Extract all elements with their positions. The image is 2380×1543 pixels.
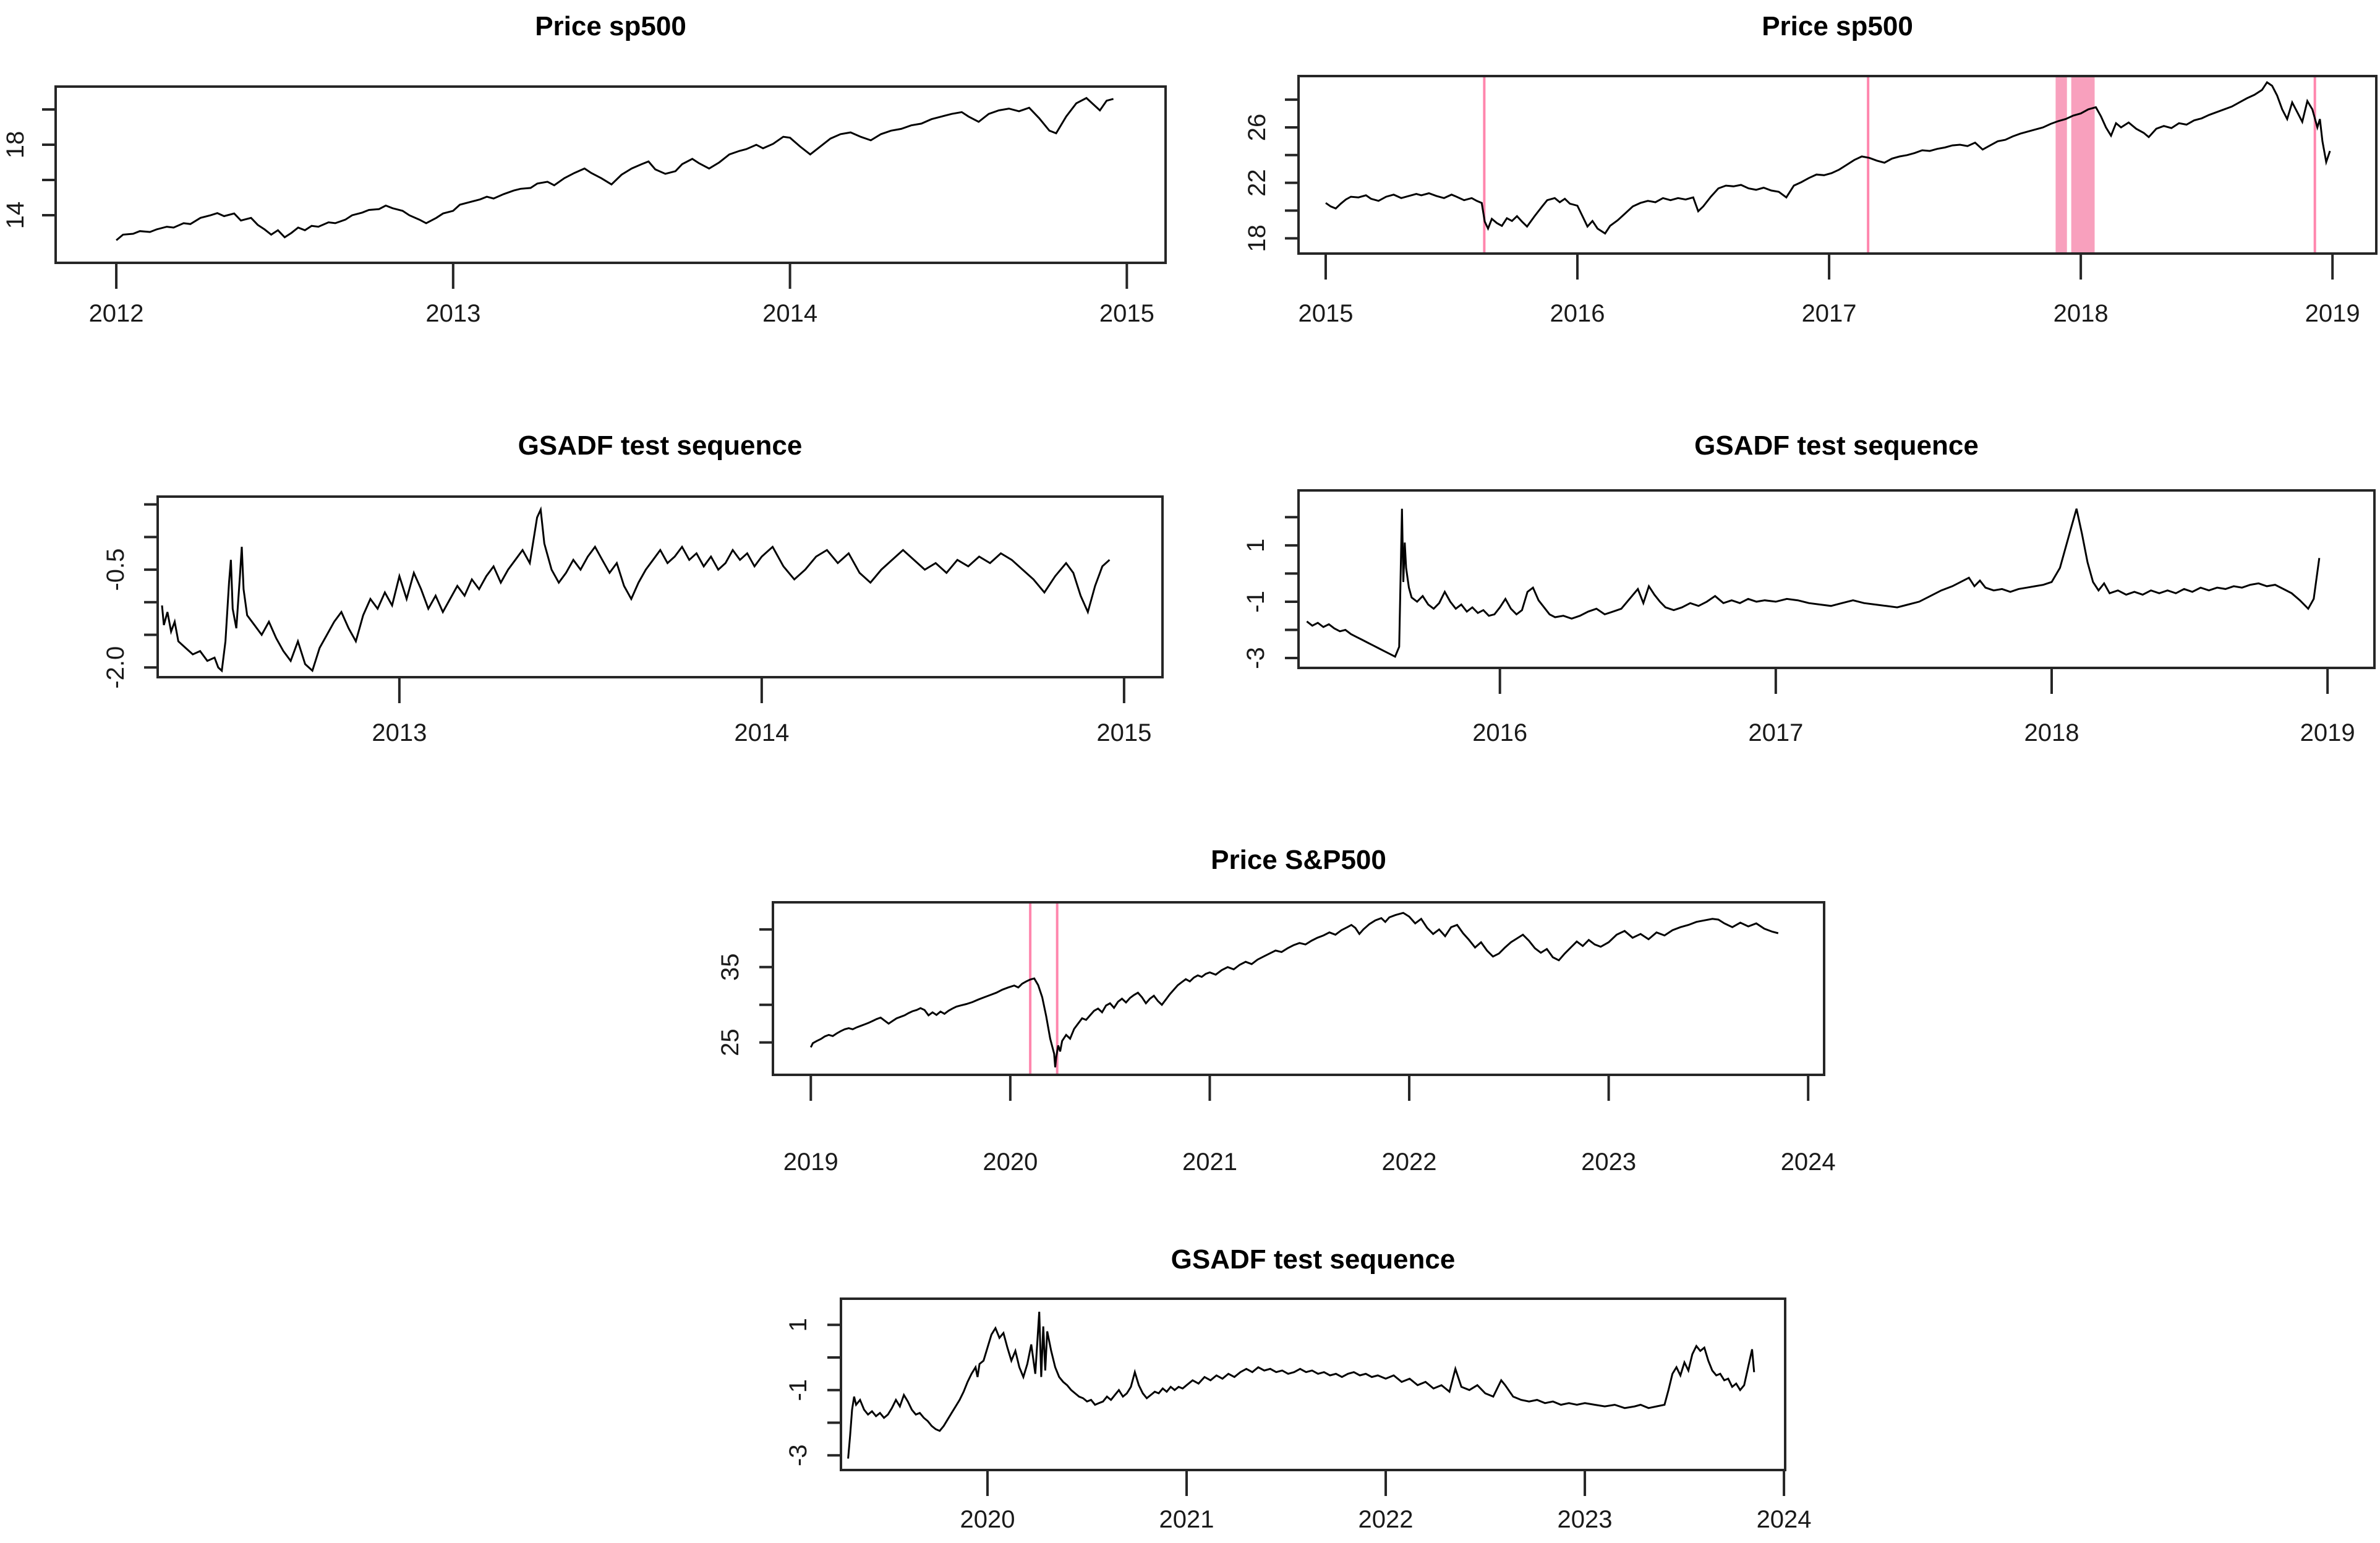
plot-box: [1297, 489, 2376, 669]
y-tick-label: 14: [2, 202, 29, 229]
y-tick-label: -3: [1242, 647, 1269, 669]
y-tick-label: 35: [717, 954, 744, 981]
y-tick-label: 22: [1243, 169, 1271, 197]
x-tick-label: 2024: [1781, 1148, 1836, 1176]
y-tick-label: -1: [1242, 591, 1269, 613]
x-tick-label: 2015: [1099, 300, 1154, 327]
price-sp500-2015-2019-series-line: [1325, 81, 2331, 235]
y-tick-label: 26: [1243, 114, 1271, 142]
x-tick-label: 2013: [425, 300, 480, 327]
plot-box: [840, 1297, 1786, 1471]
x-tick-label: 2020: [983, 1148, 1038, 1176]
x-tick-label: 2018: [2024, 719, 2079, 746]
price-sp500-2019-2024-series-line: [809, 912, 1779, 1067]
x-tick-label: 2013: [372, 719, 427, 746]
gsadf-2012-2015-series-line: [161, 506, 1111, 673]
y-tick-label: 18: [2, 131, 29, 158]
x-tick-label: 2016: [1550, 300, 1605, 327]
x-tick-label: 2015: [1298, 300, 1353, 327]
x-tick-label: 2014: [734, 719, 789, 746]
x-tick-label: 2019: [2300, 719, 2355, 746]
x-tick-label: 2023: [1558, 1506, 1613, 1533]
gsadf-2015-2019-series-line: [1306, 508, 2321, 658]
plot-box: [156, 495, 1164, 678]
x-tick-label: 2014: [762, 300, 817, 327]
x-tick-label: 2024: [1757, 1506, 1812, 1533]
y-tick-label: 25: [717, 1028, 744, 1056]
chart-title-price-sp500-2015-2019: Price sp500: [1762, 11, 1913, 41]
x-tick-label: 2019: [2305, 300, 2360, 327]
chart-title-price-sp500-2012-2015: Price sp500: [535, 11, 686, 41]
bubble-band: [2071, 76, 2095, 254]
y-tick-label: -3: [785, 1444, 812, 1466]
y-tick-label: -0.5: [102, 549, 129, 591]
x-tick-label: 2017: [1802, 300, 1857, 327]
y-tick-label: 1: [1242, 539, 1269, 552]
x-tick-label: 2018: [2054, 300, 2109, 327]
bubble-band: [2055, 76, 2067, 254]
x-tick-label: 2022: [1382, 1148, 1437, 1176]
y-tick-label: -1: [785, 1379, 812, 1401]
plot-box: [1297, 75, 2378, 255]
chart-title-gsadf-2015-2019: GSADF test sequence: [1694, 430, 1979, 461]
y-tick-label: 18: [1243, 224, 1271, 252]
x-tick-label: 2021: [1182, 1148, 1237, 1176]
chart-title-price-sp500-2019-2024: Price S&P500: [1211, 845, 1386, 875]
plot-box: [54, 85, 1167, 264]
x-tick-label: 2015: [1096, 719, 1151, 746]
plot-box: [772, 901, 1825, 1076]
x-tick-label: 2020: [960, 1506, 1015, 1533]
y-tick-label: 1: [785, 1318, 812, 1331]
chart-title-gsadf-2012-2015: GSADF test sequence: [518, 430, 803, 461]
gsadf-2019-2024-series-line: [847, 1312, 1755, 1459]
x-tick-label: 2022: [1358, 1506, 1414, 1533]
chart-title-gsadf-2019-2024: GSADF test sequence: [1171, 1244, 1456, 1275]
x-tick-label: 2017: [1748, 719, 1803, 746]
x-tick-label: 2016: [1472, 719, 1527, 746]
y-tick-label: -2.0: [102, 646, 129, 689]
x-tick-label: 2019: [783, 1148, 838, 1176]
x-tick-label: 2021: [1159, 1506, 1214, 1533]
price-sp500-2012-2015-series-line: [116, 96, 1114, 241]
x-tick-label: 2023: [1581, 1148, 1636, 1176]
x-tick-label: 2012: [89, 300, 144, 327]
